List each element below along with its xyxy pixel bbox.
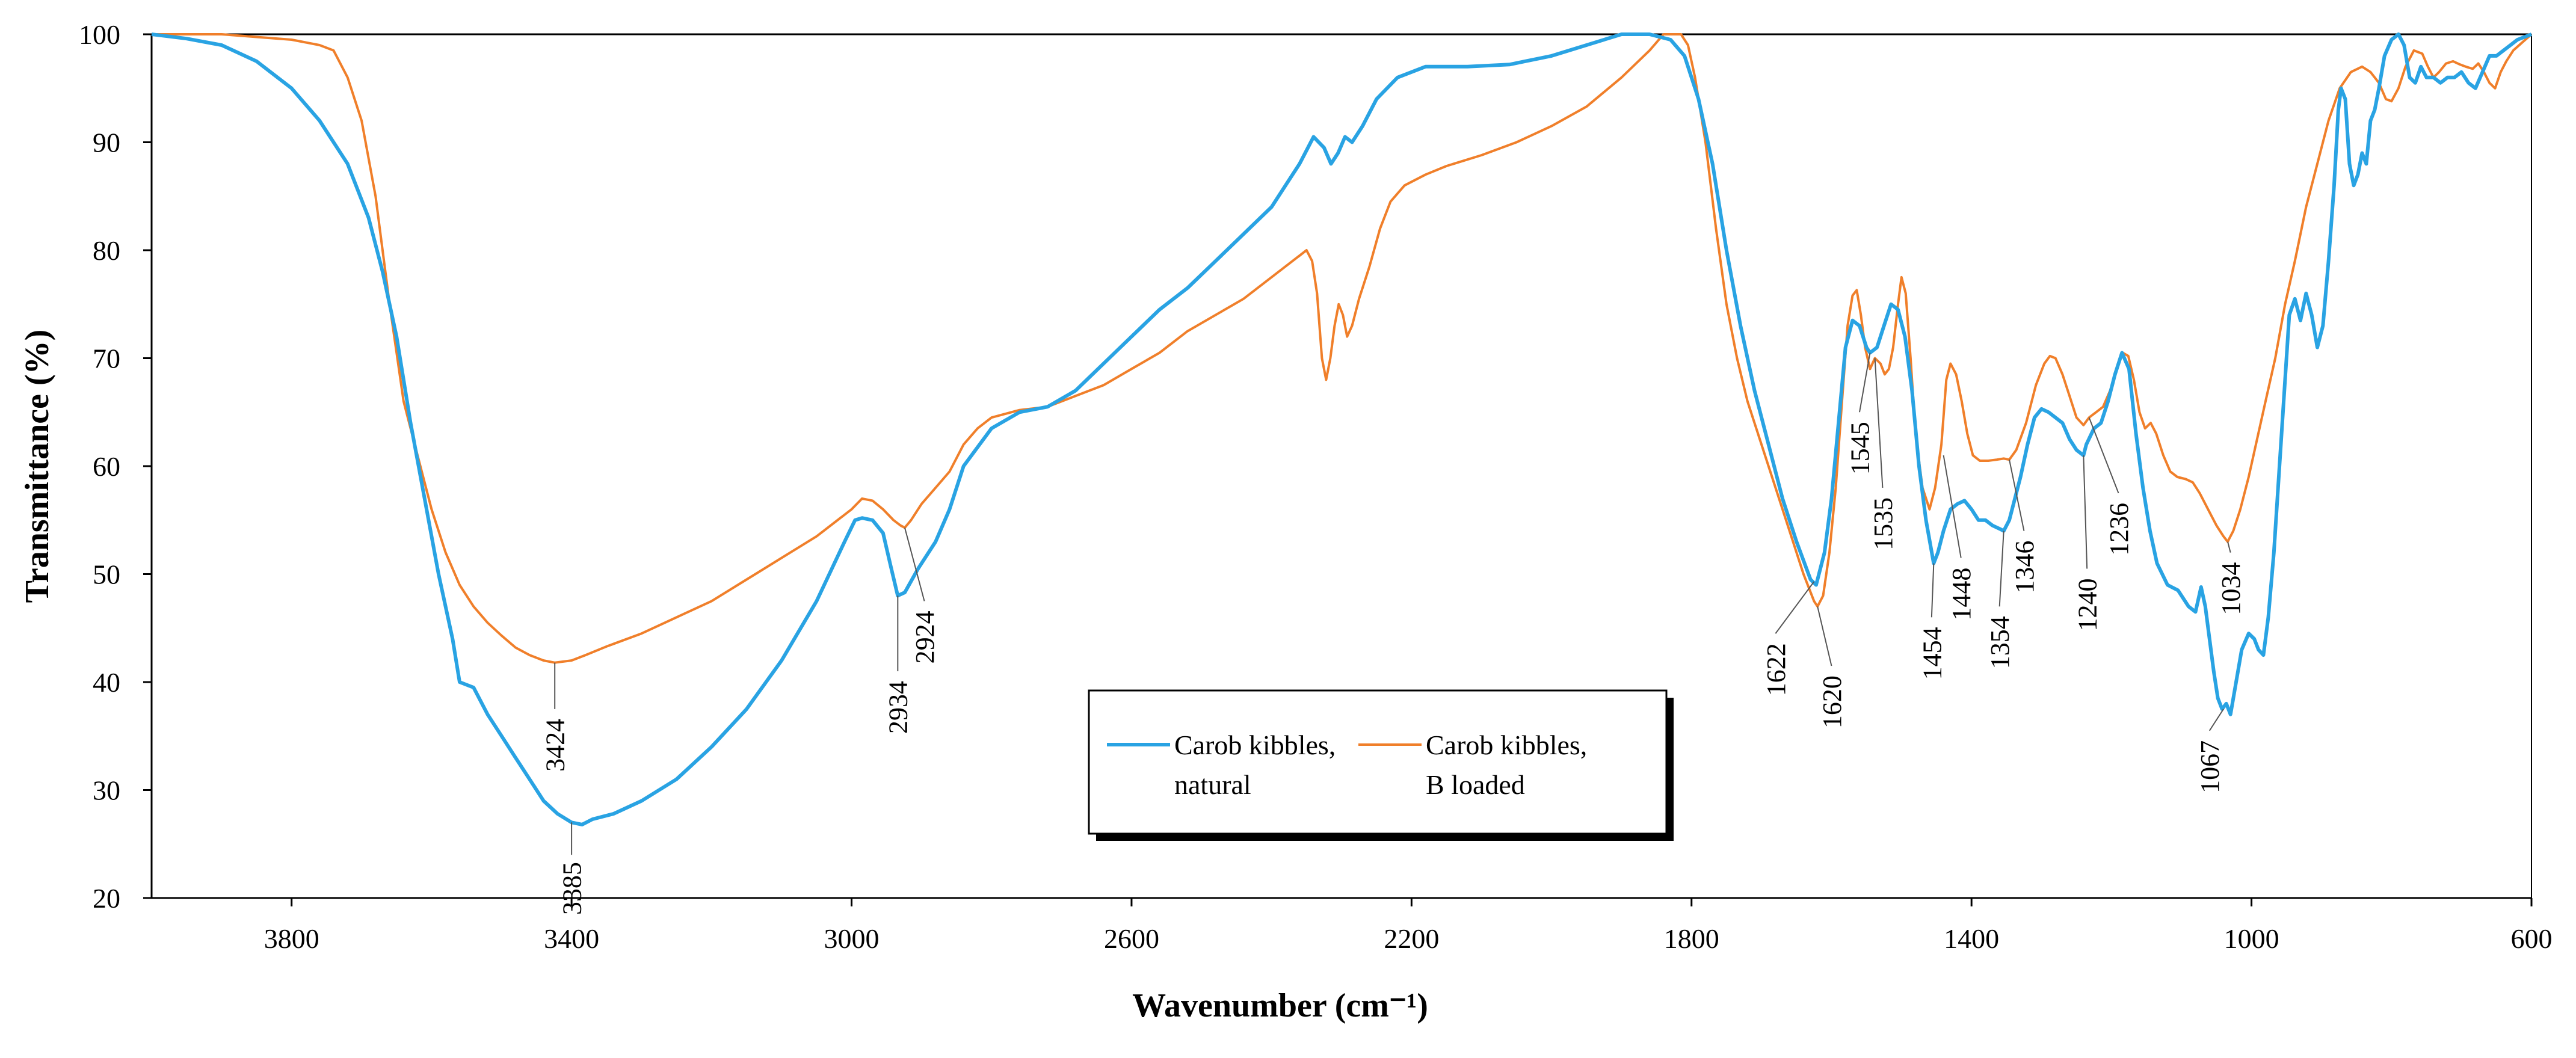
peak-leader-line [2208,709,2224,731]
y-tick-label: 20 [93,883,120,914]
y-tick-label: 60 [93,451,120,482]
peak-annotations: 3424 3385 2934 2924 1622 1620 1545 1535 14541448… [541,352,2246,915]
peak-leader-line [904,527,925,601]
x-tick-label: 1000 [2224,923,2279,954]
y-tick-label: 80 [93,235,120,266]
peak-leader-line [1817,606,1832,666]
y-axis-ticks: 20 30 40 50 60 70 80 90 100 [79,19,152,914]
peak-label: 2924 [910,611,940,663]
peak-leader-line [1998,531,2004,607]
peak-leader-line [2083,455,2088,569]
peak-label: 1620 [1817,675,1847,728]
legend-box [1088,689,1668,835]
y-tick-label: 50 [93,559,120,590]
x-axis-title: Wavenumber (cm⁻¹) [1132,987,1428,1024]
peak-label: 1236 [2104,503,2134,556]
series-line-natural [151,32,2533,826]
peak-leader-line [2088,417,2119,494]
peak-leader-line [1930,563,1935,618]
y-tick-label: 100 [79,19,120,50]
y-tick-label: 30 [93,775,120,806]
peak-label: 3385 [558,862,587,915]
y-tick-label: 70 [93,343,120,374]
y-axis-title: Transmittance (%) [19,330,56,603]
peak-label: 2934 [884,681,913,734]
x-tick-label: 3800 [264,923,319,954]
legend-label-b-loaded-line2: B loaded [1426,769,1525,800]
legend-label-natural-line1: Carob kibbles, [1174,730,1336,760]
peak-label: 1454 [1917,627,1947,680]
y-tick-label: 40 [93,667,120,698]
peak-label: 1545 [1845,422,1875,475]
y-tick-label: 90 [93,128,120,158]
x-tick-label: 1800 [1664,923,1719,954]
x-tick-label: 3400 [544,923,599,954]
x-tick-label: 1400 [1944,923,1999,954]
peak-label: 1622 [1761,643,1791,696]
x-tick-label: 3000 [824,923,880,954]
peak-label: 3424 [541,719,570,772]
peak-label: 1034 [2216,562,2246,615]
peak-label: 1346 [2010,541,2039,594]
peak-label: 1354 [1985,616,2015,669]
legend-label-b-loaded-line1: Carob kibbles, [1426,730,1587,760]
peak-leader-line [1775,581,1815,634]
series-line-b-loaded [152,33,2533,664]
x-tick-label: 2200 [1384,923,1439,954]
peak-leader-line [1874,358,1884,488]
peak-leader-line [1943,455,1962,558]
x-tick-label: 2600 [1104,923,1159,954]
legend: Carob kibbles, natural Carob kibbles, B … [1088,689,1674,841]
peak-label: 1448 [1947,568,1976,621]
peak-leader-line [1859,352,1871,413]
legend-label-natural-line2: natural [1174,769,1251,800]
peak-label: 1240 [2073,579,2103,632]
peak-label: 1067 [2195,740,2225,793]
x-axis-ticks: 3800 3400 3000 2600 2200 1800 1400 1000 600 [264,898,2553,954]
peak-leader-line [2227,541,2231,553]
x-tick-label: 600 [2511,923,2553,954]
peak-leader-line [2009,460,2025,531]
peak-label: 1535 [1869,497,1898,550]
